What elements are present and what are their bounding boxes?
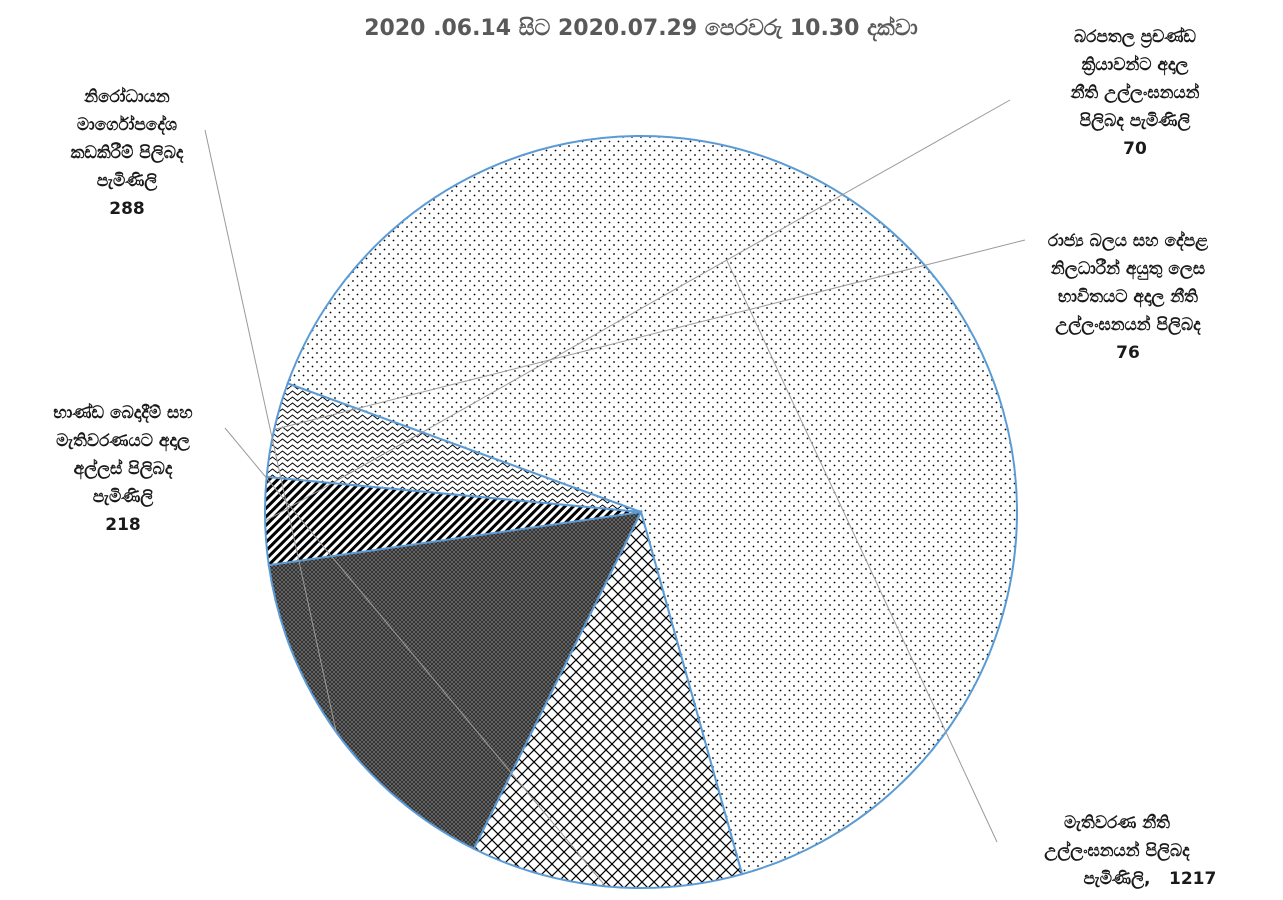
pie-slices xyxy=(264,135,1018,889)
slice-label-3: නිරෝධායන මාර්ගෝපදේශ කඩකිරීම් පිලිබද පැමිණිල… xyxy=(71,86,184,192)
slice-value-2: 218 xyxy=(105,515,141,535)
slice-value-1: 1217 xyxy=(1169,869,1216,889)
leader-line-3 xyxy=(204,129,337,733)
leader-line-2 xyxy=(224,427,606,887)
slice-value-3: 288 xyxy=(109,199,145,219)
slice-value-4: 70 xyxy=(1123,139,1147,159)
slice-label-1: මැතිවරණ නීති උල්ලංඝනයන් පිලිබද පැමිණිලි, xyxy=(1044,813,1190,890)
leader-line-4 xyxy=(264,99,1011,522)
chart-title: 2020 .06.14 සිට 2020.07.29 පෙරවරු 10.30 … xyxy=(364,15,918,42)
slice-label-2: භාණ්ඩ බෙදාදීම් සහ මැතිවරණයට අදාල අල්ලස් පි… xyxy=(53,402,193,508)
slice-value-5: 76 xyxy=(1116,343,1140,363)
leader-lines xyxy=(204,99,1026,887)
slice-label-4: බරපතල ප්‍රචණ්ඩ ක්‍රියාවන්ට අදාල නීති උල්ලං… xyxy=(1070,26,1200,132)
leader-line-1 xyxy=(726,260,998,843)
pie-slice-1 xyxy=(286,135,1018,876)
slice-labels: මැතිවරණ නීති උල්ලංඝනයන් පිලිබද පැමිණිලි, 1… xyxy=(53,26,1216,890)
pie-slice-2 xyxy=(472,509,744,889)
leader-line-5 xyxy=(274,239,1026,430)
slice-label-5: රාජ්‍ය බලය සහ දේපළ නිලධාරීන් අයුතු ලෙස භාව… xyxy=(1048,230,1208,336)
